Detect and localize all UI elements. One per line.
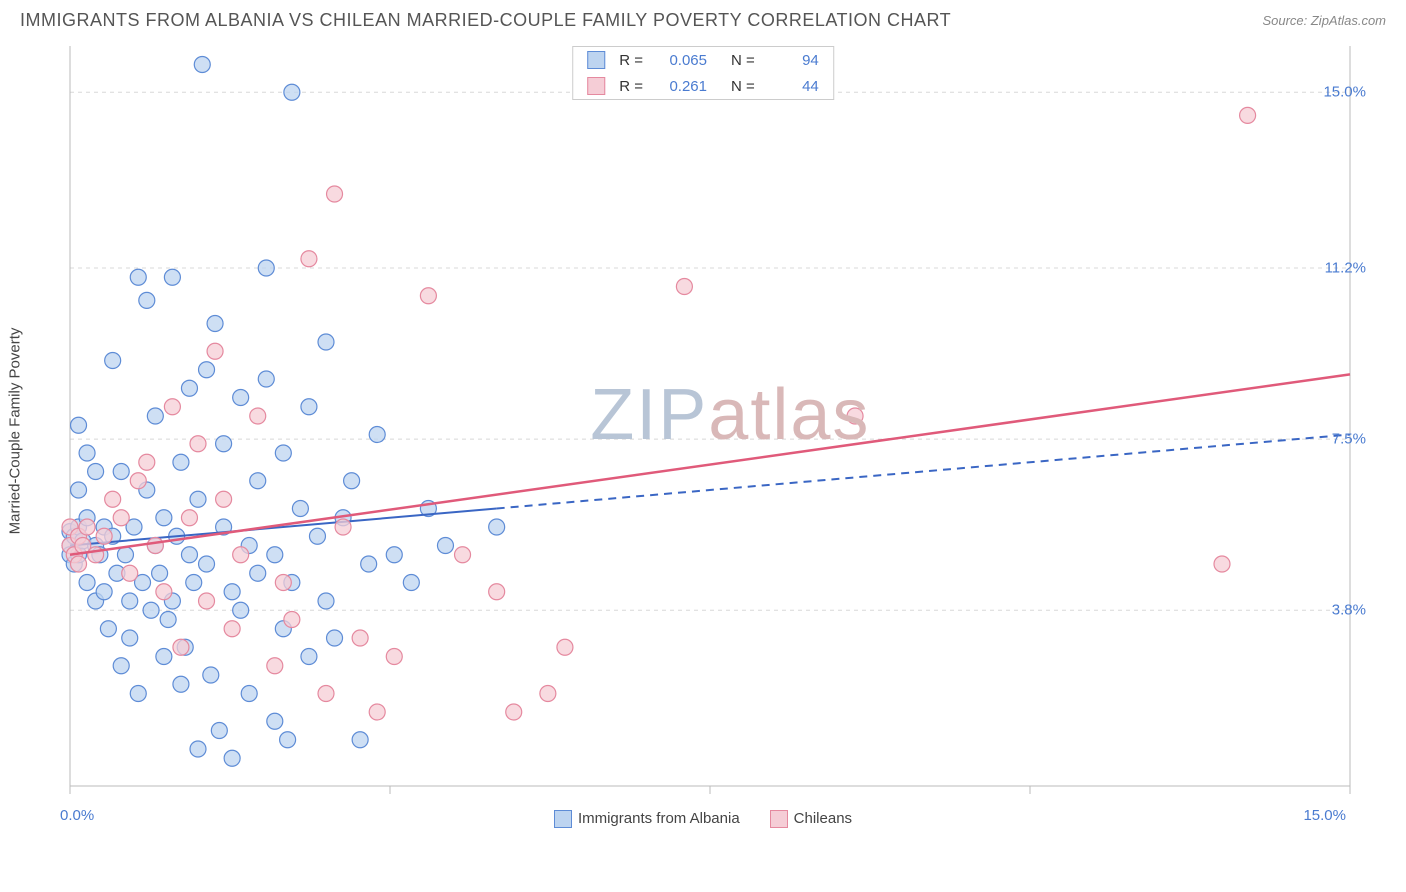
y-tick-label: 7.5%	[1332, 431, 1366, 448]
stat-n-label: N =	[731, 78, 755, 95]
y-tick-label: 15.0%	[1323, 84, 1366, 101]
stat-n-label: N =	[731, 52, 755, 69]
legend-swatch	[554, 810, 572, 828]
stats-legend: R = 0.065 N = 94 R = 0.261 N = 44	[572, 46, 834, 100]
y-tick-label: 11.2%	[1325, 260, 1366, 277]
legend-item: Immigrants from Albania	[554, 810, 740, 828]
legend-label: Chileans	[794, 810, 852, 827]
scatter-chart: Married-Couple Family Poverty ZIPatlas R…	[20, 36, 1386, 826]
legend-item: Chileans	[770, 810, 852, 828]
stat-n-value: 94	[769, 52, 819, 69]
stat-row: R = 0.261 N = 44	[573, 73, 833, 99]
chart-svg	[20, 36, 1380, 816]
stat-r-value: 0.065	[657, 52, 707, 69]
stat-r-label: R =	[619, 52, 643, 69]
stat-row: R = 0.065 N = 94	[573, 47, 833, 73]
y-tick-label: 3.8%	[1332, 602, 1366, 619]
legend-swatch	[587, 51, 605, 69]
source-label: Source: ZipAtlas.com	[1262, 13, 1386, 28]
series-legend: Immigrants from Albania Chileans	[20, 810, 1386, 828]
stat-r-value: 0.261	[657, 78, 707, 95]
y-axis-label: Married-Couple Family Poverty	[7, 328, 24, 535]
stat-r-label: R =	[619, 78, 643, 95]
legend-swatch	[770, 810, 788, 828]
stat-n-value: 44	[769, 78, 819, 95]
page-title: IMMIGRANTS FROM ALBANIA VS CHILEAN MARRI…	[20, 10, 951, 31]
legend-swatch	[587, 77, 605, 95]
legend-label: Immigrants from Albania	[578, 810, 740, 827]
